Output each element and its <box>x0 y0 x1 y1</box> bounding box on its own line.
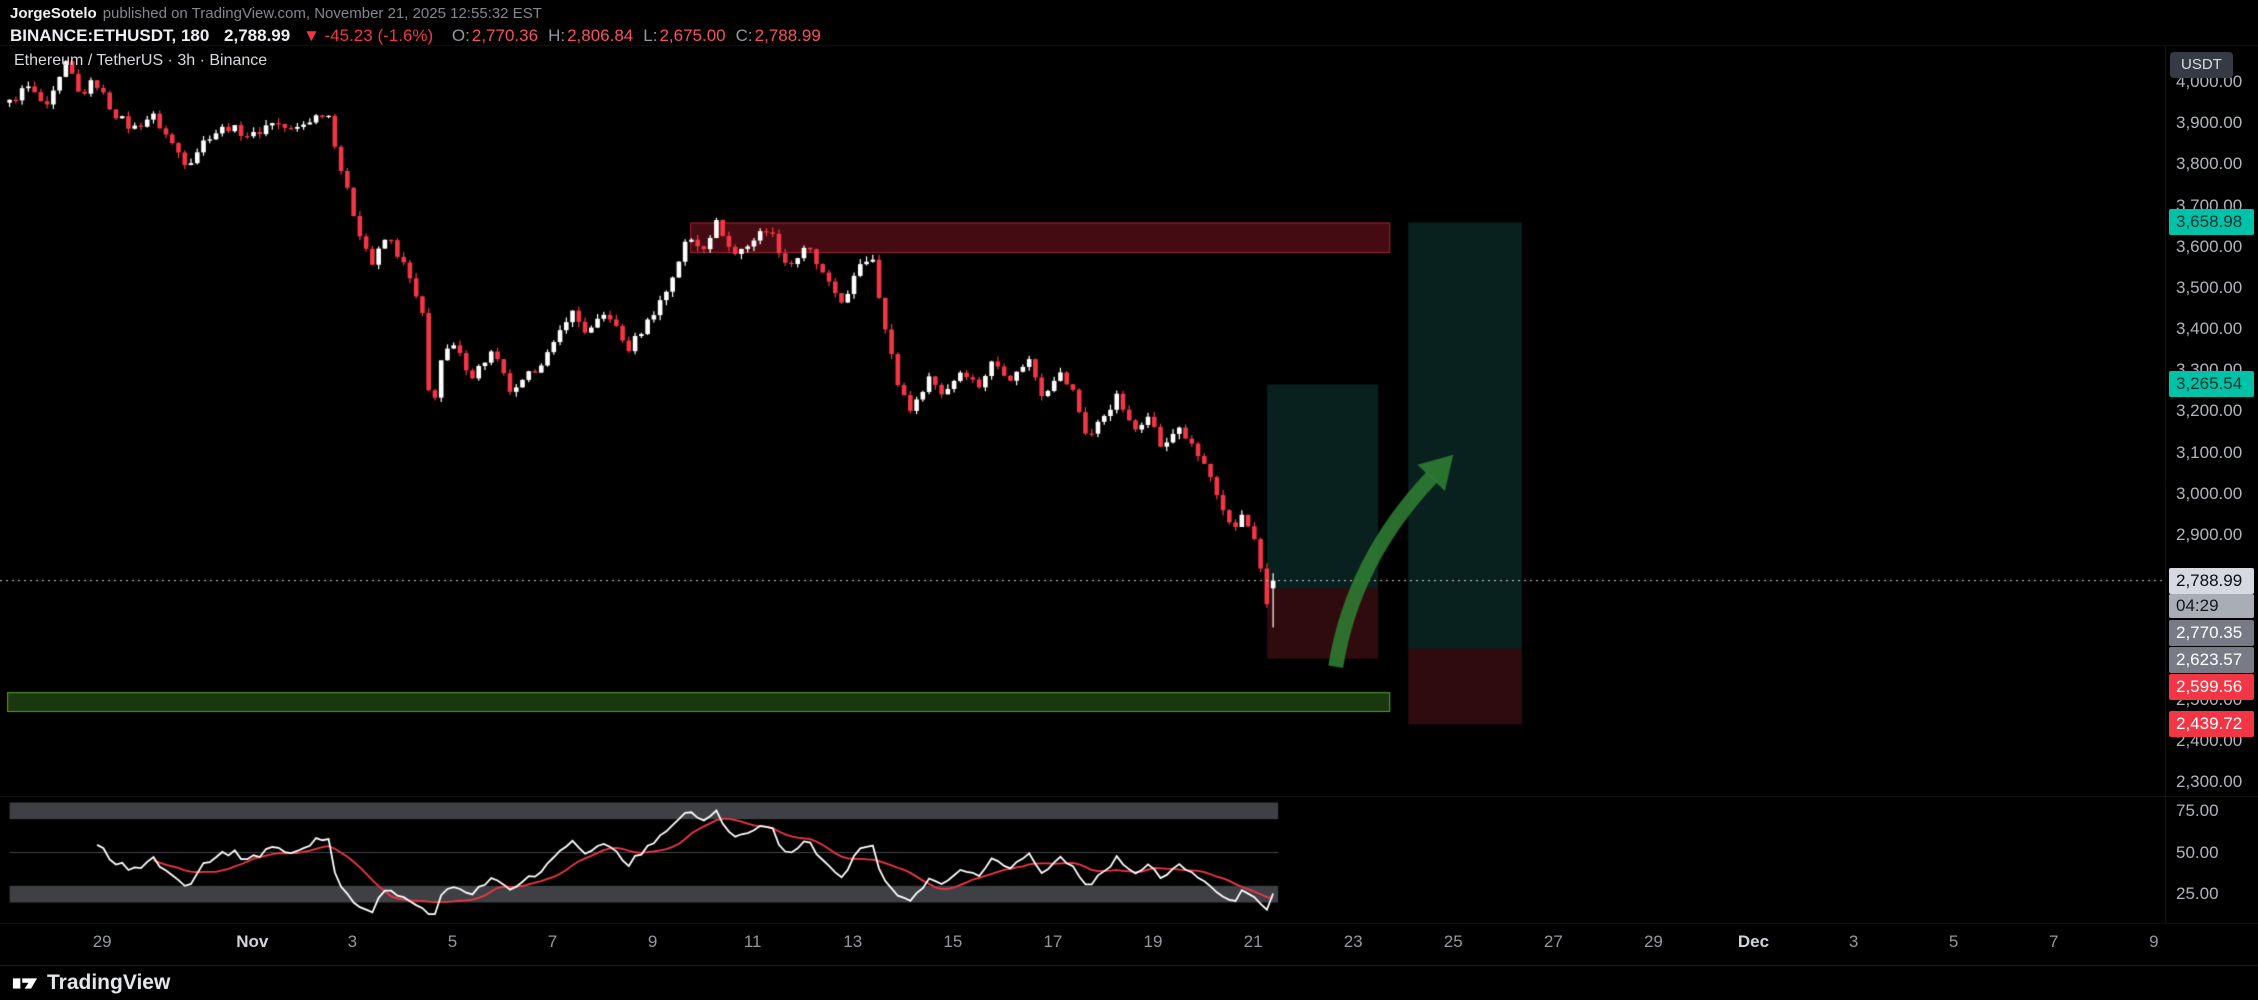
chart-legend[interactable]: Ethereum / TetherUS · 3h · Binance <box>14 52 268 69</box>
ohlc-values: O: 2,770.36 H: 2,806.84 L: 2,675.00 C: 2,788.99 <box>452 26 831 45</box>
publisher-name[interactable]: JorgeSotelo <box>10 5 97 22</box>
ohlc-value: 2,675.00 <box>659 26 726 45</box>
tradingview-logo-icon[interactable] <box>12 970 38 996</box>
price-change: ▼ -45.23 (-1.6%) <box>302 26 434 45</box>
ohlc-value: 2,770.36 <box>471 26 539 45</box>
last-price-value: 2,788.99 <box>224 26 291 45</box>
currency-button[interactable]: USDT <box>2170 52 2233 78</box>
symbol-title[interactable]: BINANCE:ETHUSDT, 180 <box>10 26 210 45</box>
ohlc-value: 2,806.84 <box>567 26 634 45</box>
ohlc-label: L: <box>643 26 658 45</box>
symbol-header: BINANCE:ETHUSDT, 180 2,788.99 ▼ -45.23 (… <box>10 26 831 46</box>
ohlc-label: C: <box>735 26 753 45</box>
published-text: published on TradingView.com, November 2… <box>102 5 542 22</box>
ohlc-label: H: <box>548 26 566 45</box>
ohlc-label: O: <box>451 26 470 45</box>
footer: TradingView <box>0 965 2258 1000</box>
publish-info: JorgeSotelo published on TradingView.com,… <box>10 5 542 22</box>
brand-name[interactable]: TradingView <box>47 971 171 994</box>
ohlc-value: 2,788.99 <box>754 26 821 45</box>
